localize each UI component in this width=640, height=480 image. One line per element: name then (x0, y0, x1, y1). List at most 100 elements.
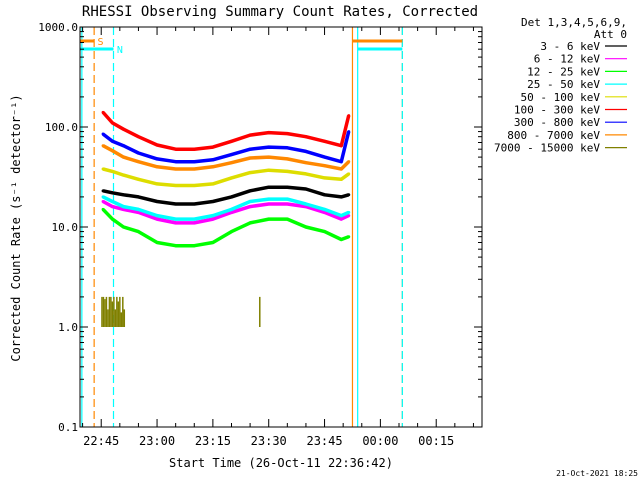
data-point-3-7 (211, 214, 215, 218)
data-point-0-11 (285, 185, 289, 189)
x-tick-label-5: 00:00 (362, 434, 398, 448)
data-point-0-5 (174, 202, 178, 206)
series-5 (101, 110, 351, 151)
data-point-7-7 (211, 165, 215, 169)
data-point-0-7 (211, 199, 215, 203)
y-axis-label: Corrected Count Rate (s⁻¹ detector⁻¹) (9, 94, 23, 361)
data-point-5-4 (155, 143, 159, 147)
data-point-5-3 (136, 135, 140, 139)
data-point-1-8 (229, 210, 233, 214)
series-8 (101, 296, 261, 327)
data-point-3-11 (285, 197, 289, 201)
data-point-3-10 (267, 197, 271, 201)
data-point-4-11 (285, 169, 289, 173)
series-line-2 (101, 208, 350, 248)
series-0 (101, 185, 351, 206)
data-point-3-9 (248, 199, 252, 203)
series-line-0 (102, 185, 350, 206)
x-tick-label-1: 23:00 (139, 434, 175, 448)
legend-label-0: 3 - 6 keV (540, 40, 600, 53)
data-point-2-0 (101, 207, 105, 211)
data-point-4-3 (136, 177, 140, 181)
data-point-2-13 (323, 230, 327, 234)
data-point-0-13 (323, 193, 327, 197)
data-point-4-8 (229, 176, 233, 180)
data-point-3-6 (192, 217, 196, 221)
data-point-5-10 (267, 131, 271, 135)
data-point-0-12 (304, 187, 308, 191)
series-line-6 (102, 131, 351, 164)
legend-label-4: 50 - 100 keV (521, 91, 601, 104)
data-point-1-0 (101, 199, 105, 203)
data-point-3-14 (339, 214, 343, 218)
series-line-1 (102, 199, 350, 225)
data-point-1-9 (248, 205, 252, 209)
data-point-0-6 (192, 202, 196, 206)
data-point-0-2 (122, 193, 126, 197)
x-tick-label-3: 23:30 (251, 434, 287, 448)
data-point-1-7 (211, 217, 215, 221)
data-point-6-8 (229, 153, 233, 157)
footer-timestamp: 21-Oct-2021 18:25 (556, 469, 638, 478)
data-point-2-2 (122, 225, 126, 229)
legend-label-1: 6 - 12 keV (534, 53, 601, 66)
data-point-1-2 (122, 207, 126, 211)
data-point-2-3 (136, 230, 140, 234)
data-point-1-14 (339, 217, 343, 221)
data-point-1-13 (323, 210, 327, 214)
legend-label-5: 100 - 300 keV (514, 104, 600, 117)
data-point-4-13 (323, 176, 327, 180)
data-point-6-3 (136, 151, 140, 155)
data-point-0-9 (248, 189, 252, 193)
data-point-6-5 (174, 160, 178, 164)
series-line-5 (101, 111, 351, 151)
x-tick-label-0: 22:45 (83, 434, 119, 448)
data-point-3-13 (323, 207, 327, 211)
data-point-4-14 (339, 177, 343, 181)
data-point-4-5 (174, 184, 178, 188)
data-point-3-5 (174, 217, 178, 221)
data-point-1-6 (192, 221, 196, 225)
data-point-6-6 (192, 160, 196, 164)
series-3 (101, 195, 351, 221)
data-point-4-10 (267, 168, 271, 172)
data-point-4-0 (101, 167, 105, 171)
data-point-4-1 (110, 169, 114, 173)
data-point-3-15 (347, 210, 351, 214)
data-point-1-4 (155, 217, 159, 221)
x-tick-label-6: 00:15 (418, 434, 454, 448)
data-point-6-7 (211, 158, 215, 162)
data-point-0-15 (347, 193, 351, 197)
data-point-2-9 (248, 221, 252, 225)
y-tick-label-1: 1.0 (58, 321, 78, 334)
series-7 (101, 144, 351, 171)
y-tick-label-4: 1000.0 (38, 21, 78, 34)
data-point-2-15 (347, 235, 351, 239)
data-point-6-13 (323, 155, 327, 159)
x-tick-label-4: 23:45 (306, 434, 342, 448)
data-point-3-1 (110, 199, 114, 203)
data-point-7-13 (323, 164, 327, 168)
data-point-5-2 (122, 127, 126, 131)
series-6 (101, 130, 351, 164)
legend-label-2: 12 - 25 keV (527, 65, 600, 78)
data-point-3-0 (101, 195, 105, 199)
data-point-7-14 (339, 167, 343, 171)
data-point-5-1 (110, 121, 114, 125)
data-point-1-3 (136, 210, 140, 214)
data-point-5-15 (347, 114, 351, 118)
data-point-7-11 (285, 157, 289, 161)
legend-label-3: 25 - 50 keV (527, 78, 600, 91)
series-1 (101, 199, 351, 225)
data-point-6-2 (122, 144, 126, 148)
data-point-6-4 (155, 157, 159, 161)
data-point-4-15 (347, 172, 351, 176)
data-point-2-4 (155, 240, 159, 244)
legend-label-6: 300 - 800 keV (514, 116, 600, 129)
y-tick-label-3: 100.0 (45, 121, 78, 134)
data-point-5-12 (304, 135, 308, 139)
data-point-1-11 (285, 202, 289, 206)
